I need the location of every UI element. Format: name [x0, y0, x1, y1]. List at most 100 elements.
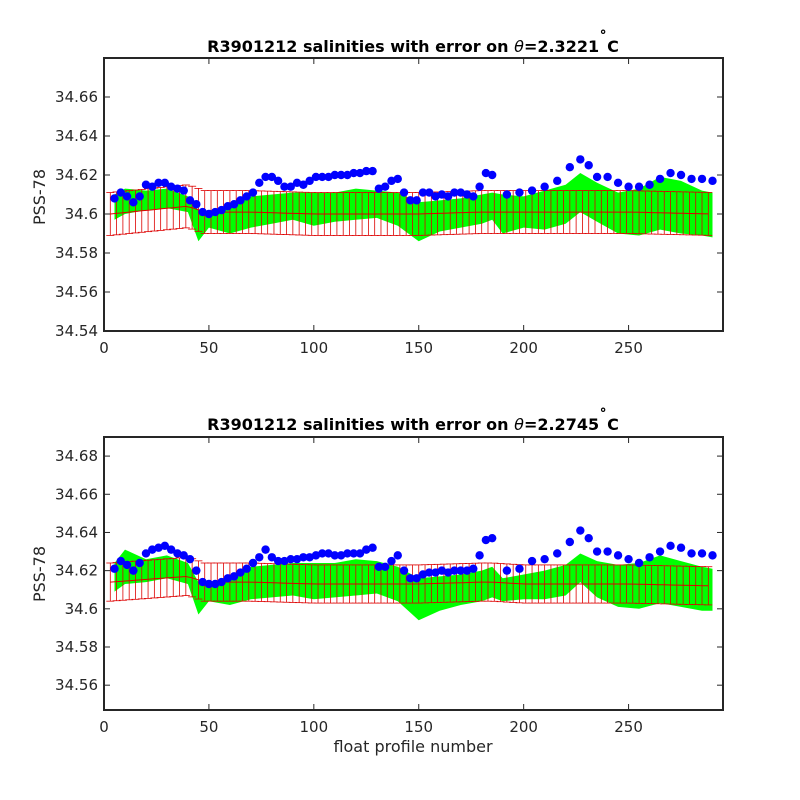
x-tick-label: 0	[99, 339, 109, 357]
mapped-salinity-band	[114, 173, 713, 242]
float-salinity-point	[299, 180, 308, 189]
float-salinity-point	[330, 551, 340, 560]
float-salinity-point	[655, 174, 665, 184]
float-salinity-point	[425, 188, 434, 197]
float-salinity-point	[229, 200, 239, 209]
chart-title-top: R3901212 salinities with error on θ=2.32…	[207, 29, 619, 56]
axes-box-top	[103, 57, 724, 332]
y-tick-label: 34.62	[55, 166, 98, 184]
tick-marks	[103, 437, 723, 710]
float-salinity-point	[676, 543, 686, 552]
float-salinity-point	[299, 553, 308, 562]
float-salinity-point	[179, 186, 188, 195]
y-tick-label: 34.6	[65, 205, 98, 223]
float-salinity-point	[273, 556, 283, 566]
float-salinity-point	[242, 564, 251, 573]
float-salinity-point	[242, 192, 251, 201]
float-salinity-point	[110, 194, 119, 203]
float-salinity-point	[676, 170, 686, 180]
float-salinity-point	[355, 549, 365, 558]
float-salinity-point	[362, 166, 371, 176]
float-salinity-point	[380, 562, 390, 572]
y-tick-label: 34.64	[55, 523, 98, 541]
float-salinity-point	[116, 556, 125, 566]
float-salinity-point	[135, 558, 144, 568]
float-salinity-point	[122, 560, 132, 570]
float-salinity-point	[179, 551, 188, 560]
float-salinity-point	[565, 163, 575, 172]
float-salinity-point	[540, 182, 549, 191]
float-salinity-point	[311, 172, 321, 182]
float-salinity-point	[305, 176, 314, 186]
float-salinity-point	[645, 553, 654, 562]
chart-title-bottom: R3901212 salinities with error on θ=2.27…	[207, 407, 619, 434]
float-salinity-point	[129, 198, 138, 207]
error-bar	[106, 192, 115, 236]
y-tick-label: 34.62	[55, 562, 98, 580]
float-salinity-point	[450, 188, 459, 197]
float-salinity-point	[236, 568, 245, 577]
float-salinity-point	[318, 172, 327, 182]
float-salinity-point	[261, 545, 270, 554]
float-salinity-point	[129, 566, 138, 575]
x-tick-label: 150	[404, 718, 433, 736]
float-salinity-point	[553, 176, 562, 186]
float-salinity-point	[160, 541, 170, 551]
float-salinity-point	[393, 174, 402, 184]
y-tick-label: 34.64	[55, 127, 98, 145]
float-salinity-point	[349, 549, 358, 558]
float-salinity-point	[229, 572, 239, 581]
float-salinity-point	[380, 182, 390, 191]
float-salinity-point	[160, 178, 170, 187]
float-salinity-point	[687, 174, 696, 184]
float-salinity-point	[502, 566, 512, 575]
float-salinity-point	[343, 549, 352, 558]
float-salinity-point	[141, 549, 151, 558]
float-salinity-point	[527, 186, 537, 195]
float-salinity-point	[515, 564, 524, 573]
x-tick-label: 50	[199, 339, 218, 357]
float-salinity-point	[502, 190, 512, 199]
float-salinity-point	[399, 566, 409, 575]
error-bar	[106, 562, 115, 602]
x-tick-label: 50	[199, 718, 218, 736]
float-salinity-point	[255, 553, 264, 562]
y-axis-label-top: PSS-78	[30, 169, 49, 225]
float-salinity-point	[553, 549, 562, 558]
float-salinity-point	[393, 551, 402, 560]
float-salinity-point	[708, 551, 717, 560]
y-tick-label: 34.6	[65, 600, 98, 618]
float-salinity-point	[469, 192, 478, 201]
float-salinity-point	[217, 205, 226, 215]
float-salinity-point	[248, 558, 258, 568]
float-salinity-point	[624, 182, 633, 191]
float-salinity-point	[655, 547, 665, 556]
x-axis-label-bottom: float profile number	[333, 737, 493, 756]
float-salinity-point	[273, 176, 283, 186]
float-salinity-point	[406, 574, 415, 583]
float-salinity-point	[666, 541, 675, 551]
float-salinity-point	[412, 196, 421, 205]
float-salinity-point	[515, 188, 524, 197]
float-salinity-point	[418, 188, 428, 197]
chart-panel-bottom: R3901212 salinities with error on θ=2.27…	[30, 407, 724, 756]
x-tick-label: 150	[404, 339, 433, 357]
float-salinity-point	[154, 178, 163, 187]
float-salinity-point	[576, 526, 585, 535]
float-salinity-point	[406, 196, 415, 205]
y-tick-label: 34.66	[55, 88, 98, 106]
axes-box-bottom	[103, 436, 724, 711]
error-bar	[704, 566, 713, 606]
float-salinity-point	[613, 178, 623, 187]
float-salinity-point	[267, 553, 277, 562]
float-salinity-point	[255, 178, 264, 187]
y-tick-label: 34.56	[55, 283, 98, 301]
float-salinity-point	[487, 170, 497, 180]
float-salinity-point	[687, 549, 696, 558]
float-salinity-point	[236, 196, 245, 205]
float-salinity-point	[399, 188, 409, 197]
float-salinity-point	[603, 172, 612, 182]
float-salinity-point	[565, 537, 575, 547]
